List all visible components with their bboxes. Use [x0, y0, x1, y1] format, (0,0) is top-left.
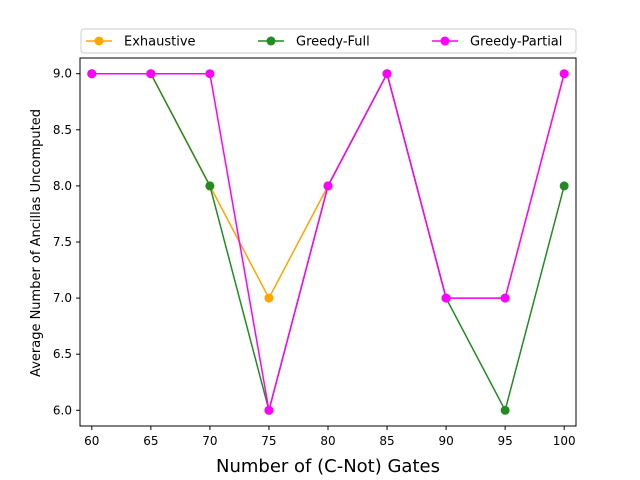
- legend-entry-2: Greedy-Partial: [432, 35, 562, 50]
- x-tick-label: 90: [438, 434, 453, 448]
- x-tick-label: 65: [143, 434, 158, 448]
- y-tick-label: 7.0: [53, 291, 72, 305]
- legend-label: Exhaustive: [124, 35, 196, 50]
- data-point: [87, 69, 97, 79]
- legend-label: Greedy-Partial: [470, 35, 562, 50]
- legend-swatch-marker: [440, 36, 450, 46]
- x-tick-label: 100: [553, 434, 576, 448]
- legend-swatch-marker: [266, 36, 276, 46]
- data-point: [146, 69, 156, 79]
- data-point: [205, 181, 215, 191]
- x-tick-label: 80: [320, 434, 335, 448]
- x-tick-label: 85: [379, 434, 394, 448]
- legend-label: Greedy-Full: [296, 35, 370, 50]
- data-point: [382, 69, 392, 79]
- legend-swatch-marker: [94, 36, 104, 46]
- data-point: [205, 69, 215, 79]
- data-point: [500, 405, 510, 415]
- y-tick-label: 9.0: [53, 67, 72, 81]
- data-point: [323, 181, 333, 191]
- x-axis-title: Number of (C-Not) Gates: [216, 456, 440, 477]
- axes-layer: 60 65 70 75 80 85 90 95 100 6.0 6.5 7.0 7.5 8.0 8.5 9.0: [53, 57, 577, 448]
- data-point: [559, 69, 569, 79]
- y-tick-label: 6.5: [53, 347, 72, 361]
- y-axis-title: Average Number of Ancillas Uncomputed: [29, 109, 44, 377]
- y-tick-label: 7.5: [53, 235, 72, 249]
- x-tick-label: 75: [261, 434, 276, 448]
- x-tick-label: 70: [202, 434, 217, 448]
- data-point: [559, 181, 569, 191]
- data-point: [441, 293, 451, 303]
- x-tick-label: 95: [498, 434, 513, 448]
- data-point: [500, 293, 510, 303]
- data-point: [264, 293, 274, 303]
- data-point: [264, 405, 274, 415]
- y-tick-label: 8.5: [53, 123, 72, 137]
- series-layer: [87, 69, 569, 415]
- y-tick-label: 8.0: [53, 179, 72, 193]
- x-tick-label: 60: [84, 434, 99, 448]
- legend-box: [80, 28, 577, 54]
- legend-entry-1: Greedy-Full: [258, 35, 370, 50]
- y-tick-label: 6.0: [53, 403, 72, 417]
- series-2: [87, 69, 569, 415]
- legend-entry-0: Exhaustive: [86, 35, 196, 50]
- legend: Exhaustive Greedy-Full Greedy-Partial: [80, 28, 577, 54]
